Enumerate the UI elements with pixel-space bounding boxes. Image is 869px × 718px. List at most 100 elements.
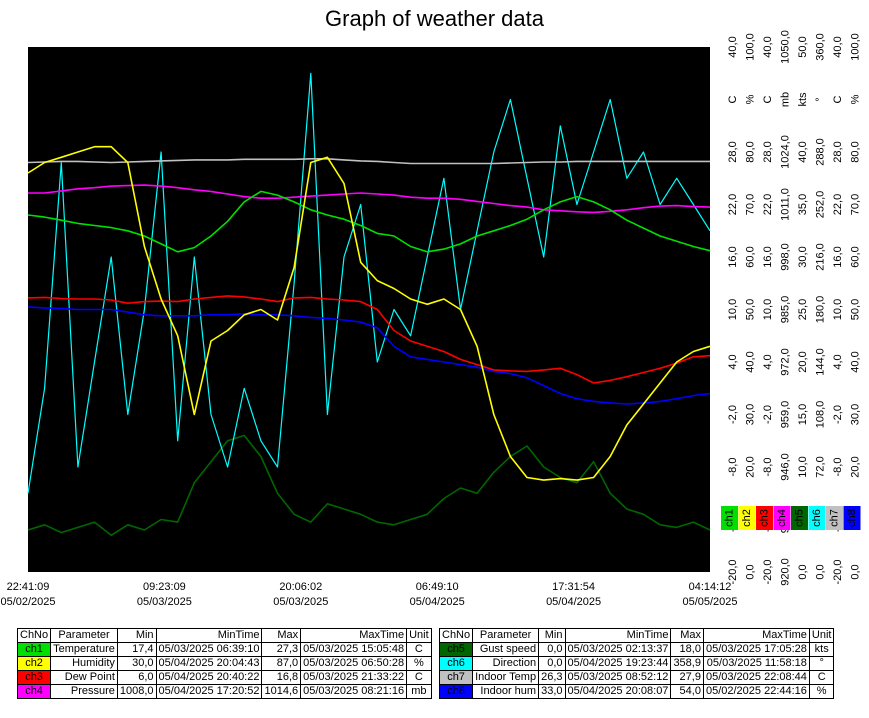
cell-unit: C [808, 670, 835, 685]
legend-label-ch3: ch3 [758, 509, 770, 527]
y-tick-label: 15,0 [797, 404, 809, 425]
cell-min: 1008,0 [116, 684, 157, 699]
y-axes: -20,0-14,0-8,0-2,04,010,016,022,028,0C40… [727, 30, 862, 586]
y-tick-label: -8,0 [832, 458, 844, 477]
cell-parameter: Indoor hum [472, 684, 540, 699]
y-tick-label: 16,0 [762, 246, 774, 267]
cell-min-time: 05/03/2025 08:52:12 [564, 670, 672, 685]
cell-min-time: 05/04/2025 20:40:22 [155, 670, 263, 685]
legend-label-ch5: ch5 [793, 509, 805, 527]
y-tick-label: 959,0 [779, 401, 791, 429]
cell-min-time: 05/04/2025 19:23:44 [564, 656, 672, 671]
cell-min-time: 05/04/2025 17:20:52 [155, 684, 263, 699]
cell-max-time: 05/03/2025 06:50:28 [300, 656, 408, 671]
header-chno: ChNo [16, 628, 52, 643]
y-tick-label: 985,0 [779, 296, 791, 324]
y-tick-label: 1011,0 [779, 188, 791, 221]
legend-swatch-ch4 [773, 506, 791, 530]
legend-label-ch7: ch7 [828, 509, 840, 527]
y-tick-label: 60,0 [849, 246, 861, 267]
header-mintime: MinTime [155, 628, 263, 643]
legend-swatch-ch6 [808, 506, 826, 530]
legend-swatch-ch7 [826, 506, 843, 530]
table-row: ch5 Gust speed 0,0 05/03/2025 02:13:37 18,0 0… [438, 642, 835, 657]
y-tick-label: 20,0 [797, 351, 809, 372]
cell-max-time: 05/03/2025 17:05:28 [702, 642, 810, 657]
series-line-ch8 [27, 306, 711, 405]
cell-unit: C [406, 670, 432, 685]
y-tick-label: -20,0 [832, 559, 844, 584]
y-tick-label: 80,0 [744, 141, 756, 162]
y-tick-label: -20,0 [727, 559, 739, 584]
y-tick-label: -2,0 [832, 405, 844, 424]
y-tick-label: 72,0 [814, 456, 826, 477]
header-maxtime: MaxTime [300, 628, 408, 643]
cell-min: 26,3 [538, 670, 566, 685]
cell-min: 30,0 [116, 656, 157, 671]
x-tick-date: 05/04/2025 [546, 596, 601, 608]
header-maxtime: MaxTime [702, 628, 810, 643]
cell-parameter: Dew Point [50, 670, 118, 685]
cell-max: 87,0 [261, 656, 302, 671]
y-tick-label: 40,0 [762, 36, 774, 57]
cell-max: 27,9 [670, 670, 704, 685]
y-tick-label: 20,0 [849, 456, 861, 477]
legend-label-ch4: ch4 [776, 509, 788, 527]
y-tick-label: 30,0 [797, 246, 809, 267]
y-tick-label: 1024,0 [779, 135, 791, 169]
legend-label-ch8: ch8 [846, 509, 858, 527]
y-tick-label: 108,0 [814, 401, 826, 429]
cell-parameter: Gust speed [472, 642, 540, 657]
y-tick-label: 50,0 [849, 299, 861, 320]
cell-max-time: 05/03/2025 11:58:18 [702, 656, 810, 671]
y-tick-label: 40,0 [727, 36, 739, 57]
y-axis-unit: ° [814, 97, 826, 101]
y-tick-label: 10,0 [797, 456, 809, 477]
stats-table-right: ChNo Parameter Min MinTime Max MaxTime Unit ch… [438, 628, 835, 699]
y-tick-label: 16,0 [727, 246, 739, 267]
x-tick-time: 22:41:09 [7, 581, 50, 593]
weather-chart: 22:41:09 05/02/2025 09:23:09 05/03/2025 20:0… [0, 30, 862, 608]
cell-max: 54,0 [670, 684, 704, 699]
series-line-ch3 [27, 295, 711, 384]
cell-parameter: Indoor Temp [472, 670, 540, 685]
cell-max-time: 05/03/2025 22:08:44 [702, 670, 810, 685]
cell-unit: % [406, 656, 432, 671]
cell-parameter: Direction [472, 656, 540, 671]
table-row: ch1 Temperature 17,4 05/03/2025 06:39:10 27,… [16, 642, 432, 657]
header-unit: Unit [406, 628, 432, 643]
y-tick-label: 920,0 [779, 558, 791, 586]
y-tick-label: -2,0 [762, 405, 774, 424]
header-parameter: Parameter [472, 628, 540, 643]
cell-min-time: 05/04/2025 20:08:07 [564, 684, 672, 699]
stats-header-row: ChNo Parameter Min MinTime Max MaxTime Unit [16, 628, 432, 643]
cell-max-time: 05/03/2025 21:33:22 [300, 670, 408, 685]
cell-min: 6,0 [116, 670, 157, 685]
y-tick-label: 972,0 [779, 348, 791, 376]
y-tick-label: 50,0 [797, 36, 809, 57]
y-tick-label: 100,0 [744, 33, 756, 61]
cell-min-time: 05/03/2025 02:13:37 [564, 642, 672, 657]
y-axis-unit: C [727, 95, 739, 103]
y-tick-label: -8,0 [762, 458, 774, 477]
y-tick-label: 4,0 [832, 354, 844, 369]
series-line-ch7 [27, 158, 710, 165]
y-tick-label: 1050,0 [779, 30, 791, 64]
y-tick-label: 30,0 [849, 404, 861, 425]
cell-max: 16,8 [261, 670, 302, 685]
y-tick-label: 35,0 [797, 194, 809, 215]
legend-label-ch1: ch1 [723, 509, 735, 527]
legend: ch1 ch2 ch3 ch4 ch5 ch6 ch7 ch8 [721, 506, 861, 530]
cell-parameter: Temperature [50, 642, 118, 657]
cell-min: 17,4 [116, 642, 157, 657]
stats-table-left: ChNo Parameter Min MinTime Max MaxTime Unit ch… [16, 628, 432, 699]
y-tick-label: 40,0 [797, 141, 809, 162]
x-tick-date: 05/05/2025 [682, 596, 737, 608]
y-tick-label: 22,0 [832, 194, 844, 215]
cell-chno: ch4 [16, 684, 52, 699]
y-tick-label: 80,0 [849, 141, 861, 162]
series-line-ch4 [28, 184, 711, 214]
y-tick-label: 216,0 [814, 243, 826, 271]
series-line-ch6 [27, 72, 711, 494]
x-tick-date: 05/04/2025 [410, 596, 465, 608]
